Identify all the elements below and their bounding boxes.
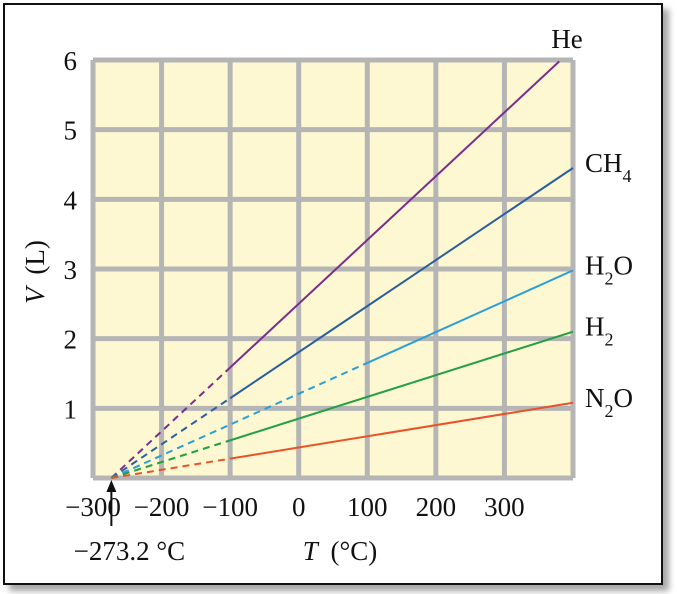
series-label-base: H <box>585 250 605 280</box>
y-tick-label: 2 <box>64 325 78 355</box>
x-tick-label: −200 <box>134 492 190 522</box>
x-axis-label: T (°C) <box>303 536 378 566</box>
series-line <box>229 330 574 442</box>
x-axis-unit: (°C) <box>330 536 377 566</box>
series-label-tail: O <box>614 383 634 413</box>
y-tick-label: 1 <box>64 394 78 424</box>
series-label: N2O <box>585 383 633 421</box>
series-label: H2 <box>585 312 614 350</box>
x-tick-label: 300 <box>484 492 525 522</box>
series-line <box>366 269 574 364</box>
y-axis-unit: (L) <box>20 240 50 274</box>
x-tick-label: 200 <box>416 492 457 522</box>
series-label-base: He <box>551 24 582 54</box>
series-label: H2O <box>585 250 633 288</box>
series-label-base: CH <box>585 148 623 178</box>
series-label: CH4 <box>585 148 632 186</box>
series-line <box>229 167 574 400</box>
series-line <box>229 60 560 369</box>
annotation-arrow-head <box>106 480 117 492</box>
grid <box>90 57 576 481</box>
series-label: He <box>551 24 582 54</box>
series-label-base: H <box>585 312 605 342</box>
absolute-zero-annotation: −273.2 °C <box>74 480 186 566</box>
x-axis-variable: T <box>303 536 320 566</box>
series-label-tail: O <box>614 250 634 280</box>
series-label-subscript: 2 <box>605 401 614 421</box>
y-tick-label: 6 <box>64 46 78 76</box>
series-lines <box>110 60 574 479</box>
x-tick-label: 0 <box>292 492 306 522</box>
tick-labels: 1 2 3 4 5 6 −300 −200 −100 0 100 200 300 <box>64 46 525 522</box>
series-label-subscript: 2 <box>605 268 614 288</box>
y-axis-label: V (L) <box>20 240 50 304</box>
y-axis-variable: V <box>20 284 50 304</box>
annotation-text: −273.2 °C <box>74 536 186 566</box>
x-tick-label: −100 <box>202 492 258 522</box>
series-label-base: N <box>585 383 605 413</box>
y-tick-label: 3 <box>64 255 78 285</box>
series-line <box>229 401 574 460</box>
x-tick-label: 100 <box>347 492 388 522</box>
series-extrapolation-line <box>111 457 231 479</box>
series-label-subscript: 2 <box>605 330 614 350</box>
series-label-subscript: 4 <box>623 166 632 186</box>
y-tick-label: 4 <box>64 185 78 215</box>
x-tick-label: −300 <box>65 492 121 522</box>
series-extrapolation-line <box>111 439 231 479</box>
series-extrapolation-line <box>110 366 231 479</box>
y-tick-label: 5 <box>64 116 78 146</box>
series-extrapolation-line <box>110 361 368 479</box>
